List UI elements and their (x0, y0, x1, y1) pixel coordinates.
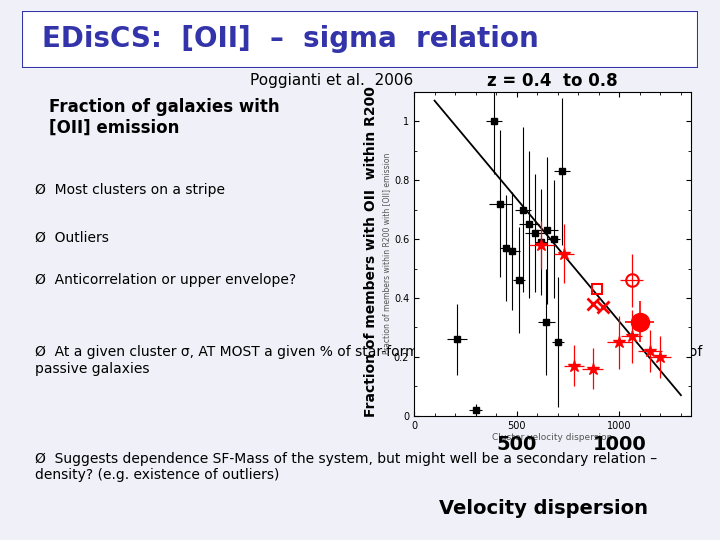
Text: 1000: 1000 (593, 435, 646, 454)
Y-axis label: Fraction of members within R200 with [OII] emission: Fraction of members within R200 with [OI… (382, 153, 391, 354)
Text: Ø  At a given cluster σ, AT MOST a given % of star-forming galaxies – or AT LEAS: Ø At a given cluster σ, AT MOST a given … (35, 346, 703, 376)
Text: Ø  Anticorrelation or upper envelope?: Ø Anticorrelation or upper envelope? (35, 273, 297, 287)
Text: EDisCS:  [OII]  –  sigma  relation: EDisCS: [OII] – sigma relation (42, 25, 539, 53)
FancyBboxPatch shape (22, 11, 698, 68)
Text: Ø  Most clusters on a stripe: Ø Most clusters on a stripe (35, 184, 225, 198)
Text: Ø  Suggests dependence SF-Mass of the system, but might well be a secondary rela: Ø Suggests dependence SF-Mass of the sys… (35, 452, 657, 482)
X-axis label: Cluster velocity dispersion: Cluster velocity dispersion (492, 434, 613, 442)
Text: Ø  Outliers: Ø Outliers (35, 230, 109, 244)
Text: Poggianti et al.  2006: Poggianti et al. 2006 (250, 73, 413, 88)
Text: 500: 500 (497, 435, 537, 454)
Title: z = 0.4  to 0.8: z = 0.4 to 0.8 (487, 72, 618, 90)
Text: Fraction of galaxies with
[OII] emission: Fraction of galaxies with [OII] emission (49, 98, 280, 137)
Text: Velocity dispersion: Velocity dispersion (439, 500, 648, 518)
Text: Fraction of members with OII  within R200: Fraction of members with OII within R200 (364, 86, 378, 416)
